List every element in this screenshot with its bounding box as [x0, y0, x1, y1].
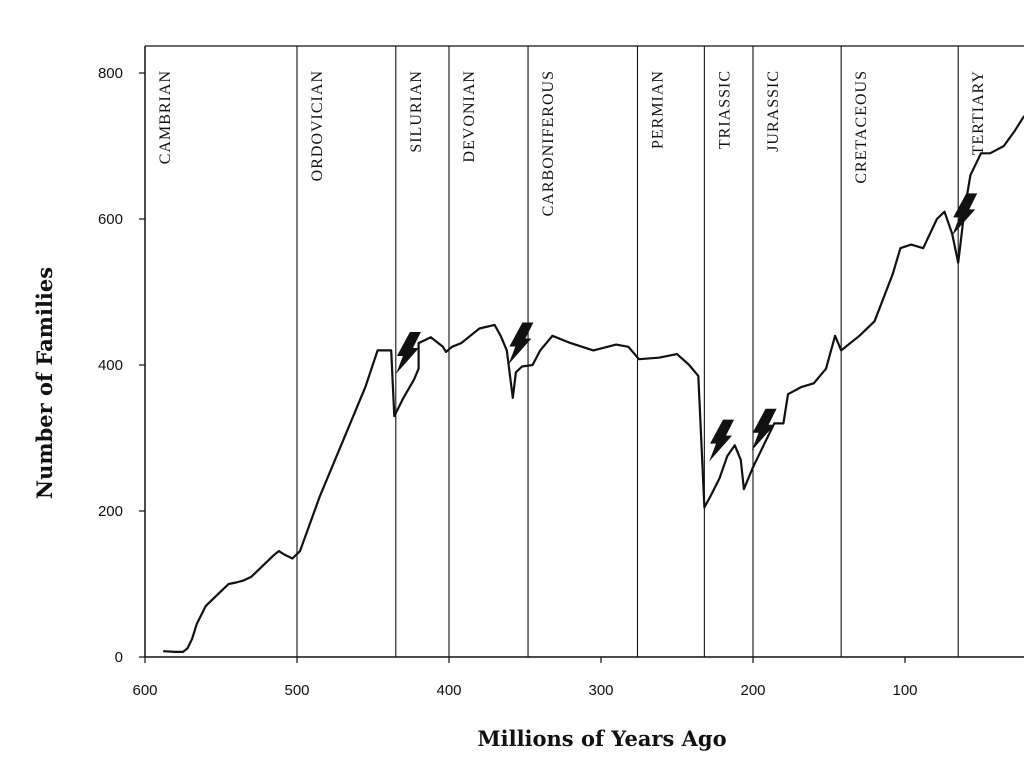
period-label-triassic: TRIASSIC [716, 70, 733, 149]
extinction-bolt-icon-5 [952, 193, 978, 236]
period-label-carboniferous: CARBONIFEROUS [540, 70, 557, 216]
axes: 0 200 400 600 800 600 500 400 300 200 100 [98, 46, 1024, 699]
extinction-markers [395, 193, 978, 462]
x-tick-label-400: 400 [436, 682, 461, 699]
period-label-permian: PERMIAN [649, 70, 666, 149]
y-tick-label-400: 400 [98, 357, 123, 374]
family-count-line [163, 115, 1024, 653]
y-tick-label-800: 800 [98, 65, 123, 82]
x-tick-label-200: 200 [740, 682, 765, 699]
period-label-ordovician: ORDOVICIAN [309, 70, 326, 181]
x-tick-label-500: 500 [284, 682, 309, 699]
extinction-bolt-icon-3 [709, 419, 735, 462]
extinction-bolt-icon-1 [395, 332, 421, 375]
extinction-bolt-icon-4 [751, 408, 777, 451]
y-axis-title: Number of Families [32, 267, 57, 499]
period-label-cambrian: CAMBRIAN [157, 70, 174, 164]
x-tick-label-300: 300 [588, 682, 613, 699]
extinction-bolt-icon-2 [508, 322, 534, 365]
period-label-devonian: DEVONIAN [461, 70, 478, 162]
period-label-tertiary: TERTIARY [970, 70, 987, 155]
period-band-layer: CAMBRIAN ORDOVICIAN SILURIAN DEVONIAN CARBON… [157, 46, 987, 657]
period-label-jurassic: JURASSIC [765, 70, 782, 152]
x-axis-title: Millions of Years Ago [477, 726, 726, 751]
x-tick-label-100: 100 [892, 682, 917, 699]
y-tick-label-0: 0 [115, 649, 123, 666]
period-label-cretaceous: CRETACEOUS [853, 70, 870, 184]
y-tick-label-600: 600 [98, 211, 123, 228]
diversity-line-layer [163, 115, 1024, 653]
x-tick-label-600: 600 [132, 682, 157, 699]
y-tick-label-200: 200 [98, 503, 123, 520]
period-label-silurian: SILURIAN [408, 70, 425, 153]
